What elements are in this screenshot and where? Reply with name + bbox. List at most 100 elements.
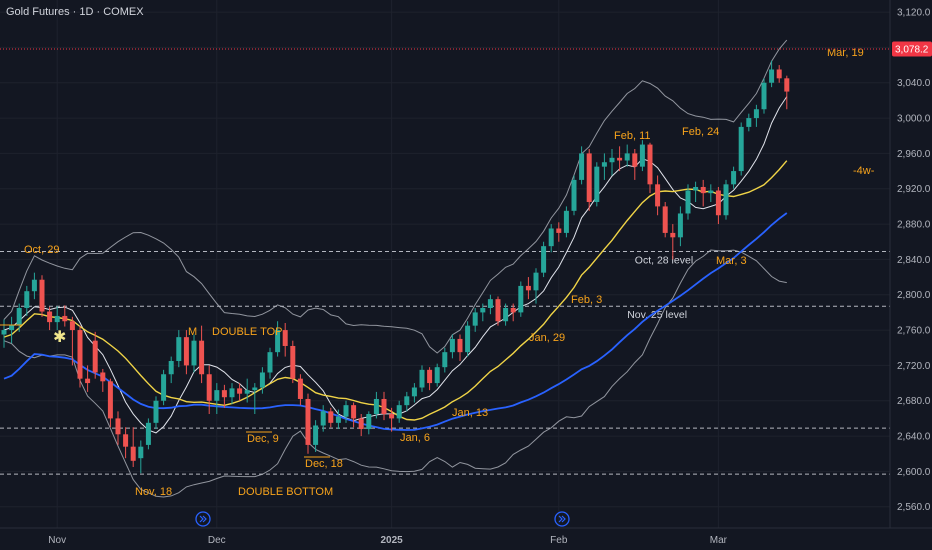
candle (69, 316, 75, 366)
goto-realtime-buttons[interactable] (195, 511, 570, 527)
candle-body (252, 387, 258, 391)
candle (503, 303, 509, 326)
candle (731, 166, 737, 189)
candle-body (282, 330, 288, 346)
candle (343, 400, 349, 423)
candle-body (107, 381, 113, 419)
candle-body (541, 246, 547, 273)
candle (723, 179, 729, 220)
candle-body (655, 184, 661, 207)
candle-body (449, 338, 455, 353)
annotation-label: Nov, 18 (135, 486, 172, 498)
current-price-badge: 3,078.2 (892, 41, 932, 57)
candle (449, 334, 455, 359)
candle (655, 175, 661, 216)
candle-body (1, 330, 7, 335)
candle (404, 391, 410, 412)
candle-body (601, 162, 607, 167)
candle (533, 268, 539, 304)
candle (715, 186, 721, 225)
candle-body (700, 186, 706, 194)
candle-body (358, 418, 364, 430)
candle (427, 367, 433, 391)
price-tick-label: 3,040.0 (897, 78, 931, 89)
candle-body (381, 398, 387, 414)
goto-button[interactable] (554, 511, 570, 527)
time-tick-label: 2025 (380, 535, 403, 546)
candle (457, 334, 463, 361)
annotation-label: DOUBLE TOP (212, 326, 283, 338)
star-marker: ✱ (53, 329, 66, 346)
candle-body (723, 184, 729, 216)
candle (753, 104, 759, 127)
candle (761, 78, 767, 114)
candle-body (168, 360, 174, 375)
candle (138, 440, 144, 474)
candle (708, 184, 714, 202)
candle-body (738, 126, 744, 172)
candle-body (533, 272, 539, 291)
candle (24, 285, 30, 316)
candle-body (548, 228, 554, 247)
price-tick-label: 3,120.0 (897, 8, 931, 19)
candle (639, 140, 645, 172)
candle-body (715, 190, 721, 216)
candle (366, 411, 372, 435)
candle (130, 427, 136, 467)
price-tick-label: 3,000.0 (897, 114, 931, 125)
candle-body (31, 279, 37, 292)
candle (62, 305, 68, 327)
annotation-label: Feb, 3 (571, 294, 602, 306)
candle (389, 407, 395, 432)
candle-body (586, 153, 592, 202)
candle-body (465, 325, 471, 353)
candle (662, 201, 668, 238)
candle (480, 303, 486, 322)
candle-body (579, 153, 585, 180)
time-axis[interactable]: Nov Dec 2025 Feb Mar (0, 527, 932, 546)
candle (161, 369, 167, 406)
candle-body (153, 400, 159, 423)
candle (290, 340, 296, 384)
candle (259, 367, 265, 394)
candle-body (100, 372, 106, 382)
price-tick-label: 2,960.0 (897, 149, 931, 160)
candle-body (746, 118, 752, 127)
candle (168, 356, 174, 384)
candle (320, 405, 326, 432)
price-tick-label: 2,640.0 (897, 432, 931, 443)
candle (214, 383, 220, 414)
candle-body (594, 166, 600, 202)
candle-body (351, 405, 357, 419)
candle (700, 179, 706, 207)
annotation-label: Feb, 24 (682, 126, 719, 138)
candle (677, 206, 683, 247)
candle-body (267, 352, 273, 373)
double-chevron-icon (558, 515, 566, 523)
candle (693, 181, 699, 202)
candle (769, 60, 775, 88)
candle-body (776, 69, 782, 79)
candle (525, 277, 531, 300)
blue-moving-average (3, 212, 788, 431)
candle-body (617, 157, 623, 161)
candle (738, 122, 744, 176)
candle-body (404, 396, 410, 406)
candle (153, 396, 159, 430)
candle (252, 383, 258, 414)
candle (229, 383, 235, 405)
candle-body (176, 337, 182, 361)
candle (670, 224, 676, 260)
candle-body (16, 307, 22, 325)
candle-body (343, 405, 349, 417)
candle-body (305, 398, 311, 445)
time-tick-label: Dec (208, 535, 226, 546)
level-label: Nov, 25 level (627, 309, 687, 321)
candle-body (662, 206, 668, 233)
candle-body (761, 82, 767, 110)
goto-button[interactable] (195, 511, 211, 527)
candle (556, 222, 562, 242)
candle-body (85, 378, 91, 384)
